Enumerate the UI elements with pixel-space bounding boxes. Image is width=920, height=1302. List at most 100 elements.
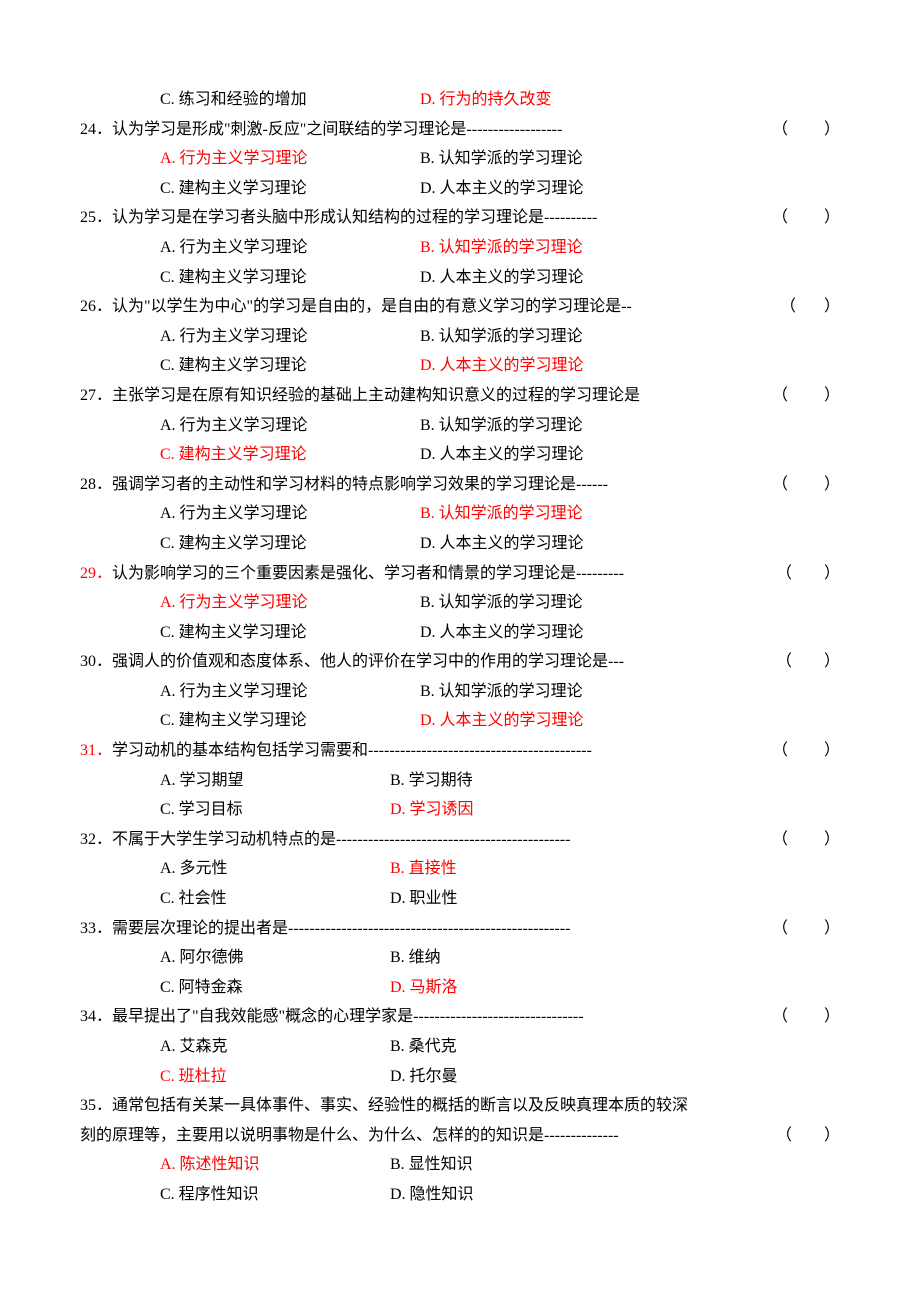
option-d: D. 马斯洛: [390, 973, 458, 1003]
question-stem: 32．不属于大学生学习动机特点的是-----------------------…: [80, 825, 840, 855]
option-row: C. 建构主义学习理论D. 人本主义的学习理论: [80, 706, 840, 736]
question-stem: 35．通常包括有关某一具体事件、事实、经验性的概括的断言以及反映真理本质的较深: [80, 1091, 840, 1121]
option-b: B. 维纳: [390, 943, 441, 973]
option-row: C. 建构主义学习理论D. 人本主义的学习理论: [80, 440, 840, 470]
option-row: A. 行为主义学习理论B. 认知学派的学习理论: [80, 322, 840, 352]
question-stem: 30．强调人的价值观和态度体系、他人的评价在学习中的作用的学习理论是---（ ）: [80, 647, 840, 677]
question-number: 32．: [80, 825, 112, 855]
answer-blank: （ ）: [772, 203, 840, 233]
option-b: B. 认知学派的学习理论: [420, 588, 583, 618]
option-row: A. 陈述性知识B. 显性知识: [80, 1150, 840, 1180]
answer-blank: （ ）: [772, 115, 840, 145]
option-row: C. 程序性知识D. 隐性知识: [80, 1180, 840, 1210]
question-stem: 29．认为影响学习的三个重要因素是强化、学习者和情景的学习理论是--------…: [80, 559, 840, 589]
option-c: C. 建构主义学习理论: [160, 529, 420, 559]
question-text: 不属于大学生学习动机特点的是--------------------------…: [112, 825, 772, 855]
option-c: C. 班杜拉: [160, 1062, 390, 1092]
option-d: D. 托尔曼: [390, 1062, 458, 1092]
option-row: C. 社会性D. 职业性: [80, 884, 840, 914]
answer-blank: （ ）: [772, 736, 840, 766]
question-text: 认为影响学习的三个重要因素是强化、学习者和情景的学习理论是---------: [112, 559, 776, 589]
question-number: 34．: [80, 1002, 112, 1032]
question-text: 主张学习是在原有知识经验的基础上主动建构知识意义的过程的学习理论是: [112, 381, 772, 411]
option-d: D. 人本主义的学习理论: [420, 440, 584, 470]
option-a: A. 多元性: [160, 854, 390, 884]
option-b: B. 认知学派的学习理论: [420, 411, 583, 441]
question-stem: 25．认为学习是在学习者头脑中形成认知结构的过程的学习理论是----------…: [80, 203, 840, 233]
option-b: B. 认知学派的学习理论: [420, 499, 583, 529]
option-row: A. 行为主义学习理论B. 认知学派的学习理论: [80, 411, 840, 441]
exam-page: C. 练习和经验的增加 D. 行为的持久改变 24．认为学习是形成"刺激-反应"…: [0, 0, 920, 1260]
question-number: 28．: [80, 470, 112, 500]
option-d: D. 学习诱因: [390, 795, 474, 825]
question-number: 31．: [80, 736, 112, 766]
option-d: D. 隐性知识: [390, 1180, 474, 1210]
option-d: D. 人本主义的学习理论: [420, 174, 584, 204]
question-text: 通常包括有关某一具体事件、事实、经验性的概括的断言以及反映真理本质的较深: [112, 1091, 840, 1121]
option-c: C. 建构主义学习理论: [160, 174, 420, 204]
option-c: C. 建构主义学习理论: [160, 618, 420, 648]
option-c: C. 建构主义学习理论: [160, 263, 420, 293]
option-row: C. 班杜拉D. 托尔曼: [80, 1062, 840, 1092]
option-row: A. 行为主义学习理论B. 认知学派的学习理论: [80, 499, 840, 529]
question-stem: 34．最早提出了"自我效能感"概念的心理学家是-----------------…: [80, 1002, 840, 1032]
question-text: 强调学习者的主动性和学习材料的特点影响学习效果的学习理论是------: [112, 470, 772, 500]
option-a: A. 行为主义学习理论: [160, 411, 420, 441]
option-c: C. 学习目标: [160, 795, 390, 825]
option-row: A. 行为主义学习理论B. 认知学派的学习理论: [80, 233, 840, 263]
option-a: A. 行为主义学习理论: [160, 677, 420, 707]
prev-question-options: C. 练习和经验的增加 D. 行为的持久改变: [80, 85, 840, 115]
question-stem-cont: 刻的原理等，主要用以说明事物是什么、为什么、怎样的的知识是-----------…: [80, 1121, 840, 1151]
question-number: 26．: [80, 292, 112, 322]
answer-blank: （ ）: [772, 381, 840, 411]
question-number: 24．: [80, 115, 112, 145]
question-stem: 24．认为学习是形成"刺激-反应"之间联结的学习理论是-------------…: [80, 115, 840, 145]
option-a: A. 行为主义学习理论: [160, 144, 420, 174]
option-c: C. 程序性知识: [160, 1180, 390, 1210]
option-b: B. 显性知识: [390, 1150, 473, 1180]
option-b: B. 认知学派的学习理论: [420, 322, 583, 352]
question-stem: 27．主张学习是在原有知识经验的基础上主动建构知识意义的过程的学习理论是（ ）: [80, 381, 840, 411]
answer-blank: （ ）: [772, 1002, 840, 1032]
option-row: C. 阿特金森D. 马斯洛: [80, 973, 840, 1003]
option-row: C. 建构主义学习理论D. 人本主义的学习理论: [80, 529, 840, 559]
answer-blank: （ ）: [772, 470, 840, 500]
option-a: A. 行为主义学习理论: [160, 499, 420, 529]
question-stem: 28．强调学习者的主动性和学习材料的特点影响学习效果的学习理论是------（ …: [80, 470, 840, 500]
option-row: A. 行为主义学习理论B. 认知学派的学习理论: [80, 588, 840, 618]
option-row: C. 学习目标D. 学习诱因: [80, 795, 840, 825]
option-d: D. 职业性: [390, 884, 458, 914]
questions-container: 24．认为学习是形成"刺激-反应"之间联结的学习理论是-------------…: [80, 115, 840, 1210]
question-stem: 31．学习动机的基本结构包括学习需要和---------------------…: [80, 736, 840, 766]
option-b: B. 认知学派的学习理论: [420, 144, 583, 174]
question-number: 25．: [80, 203, 112, 233]
question-text: 认为学习是形成"刺激-反应"之间联结的学习理论是----------------…: [112, 115, 772, 145]
answer-blank: （ ）: [776, 1121, 840, 1151]
question-number: 35．: [80, 1091, 112, 1121]
option-c: C. 社会性: [160, 884, 390, 914]
answer-blank: （ ）: [780, 292, 840, 322]
option-a: A. 陈述性知识: [160, 1150, 390, 1180]
option-row: A. 阿尔德佛B. 维纳: [80, 943, 840, 973]
answer-blank: （ ）: [772, 914, 840, 944]
option-c: C. 建构主义学习理论: [160, 706, 420, 736]
option-d: D. 人本主义的学习理论: [420, 263, 584, 293]
option-b: B. 直接性: [390, 854, 457, 884]
option-row: A. 行为主义学习理论B. 认知学派的学习理论: [80, 677, 840, 707]
question-stem: 26．认为"以学生为中心"的学习是自由的，是自由的有意义学习的学习理论是--（ …: [80, 292, 840, 322]
option-a: A. 行为主义学习理论: [160, 588, 420, 618]
question-number: 30．: [80, 647, 112, 677]
option-row: C. 建构主义学习理论D. 人本主义的学习理论: [80, 263, 840, 293]
option-a: A. 学习期望: [160, 766, 390, 796]
answer-blank: （ ）: [776, 559, 840, 589]
option-row: A. 学习期望B. 学习期待: [80, 766, 840, 796]
option-row: C. 建构主义学习理论D. 人本主义的学习理论: [80, 351, 840, 381]
option-row: A. 行为主义学习理论B. 认知学派的学习理论: [80, 144, 840, 174]
option-row: A. 多元性B. 直接性: [80, 854, 840, 884]
question-text: 学习动机的基本结构包括学习需要和------------------------…: [112, 736, 772, 766]
option-row: C. 建构主义学习理论D. 人本主义的学习理论: [80, 174, 840, 204]
option-d: D. 人本主义的学习理论: [420, 351, 584, 381]
option-row: C. 建构主义学习理论D. 人本主义的学习理论: [80, 618, 840, 648]
option-b: B. 认知学派的学习理论: [420, 233, 583, 263]
option-b: B. 桑代克: [390, 1032, 457, 1062]
